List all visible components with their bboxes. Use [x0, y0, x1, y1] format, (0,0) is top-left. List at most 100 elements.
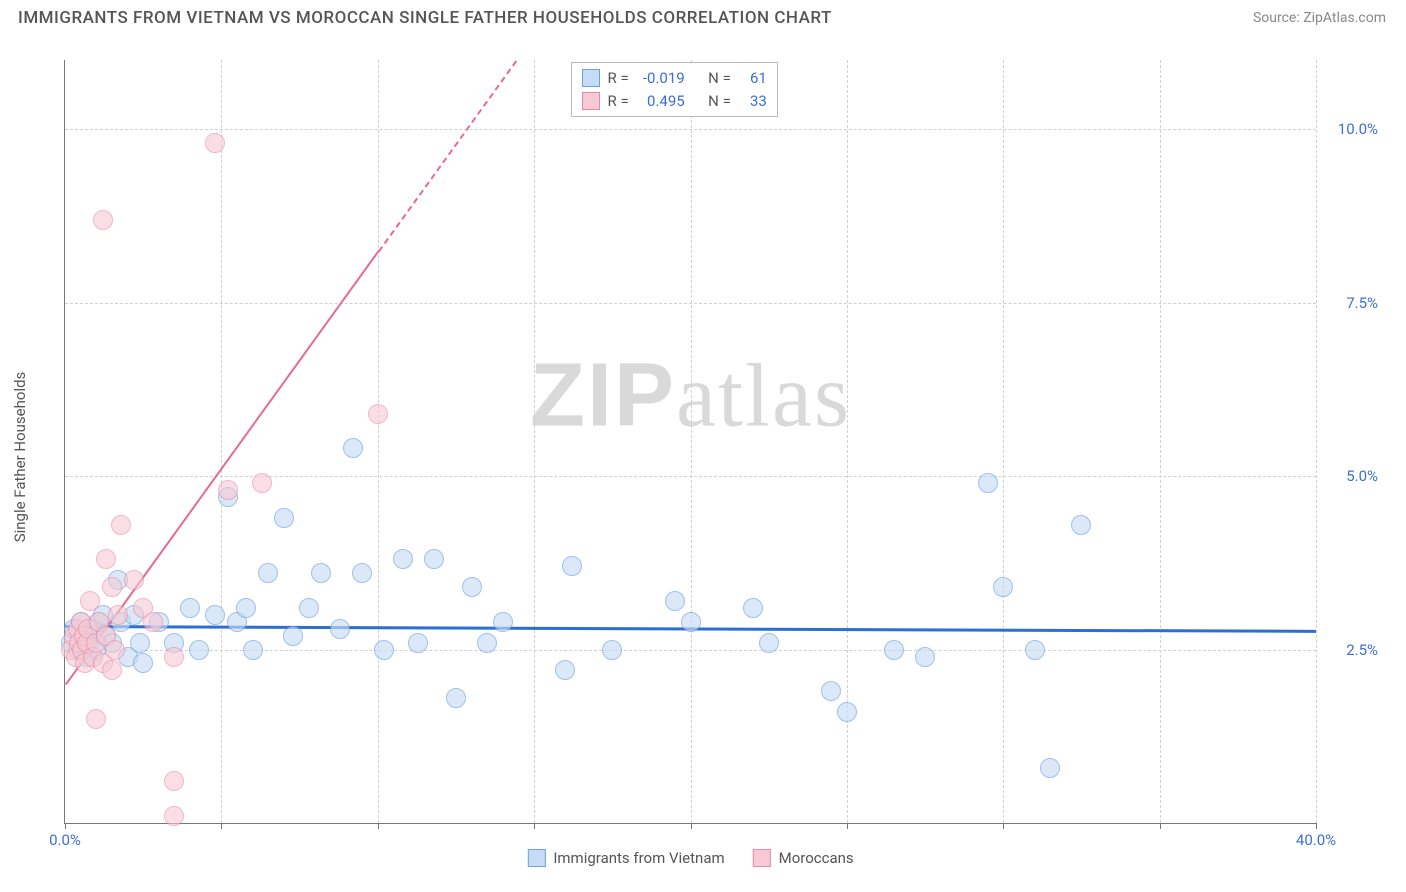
data-point: [555, 660, 575, 680]
data-point: [124, 570, 144, 590]
data-point: [743, 598, 763, 618]
data-point: [243, 640, 263, 660]
data-point: [681, 612, 701, 632]
data-point: [393, 549, 413, 569]
stat-n-value: 33: [739, 90, 767, 113]
data-point: [86, 709, 106, 729]
chart-container: Single Father Households ZIPatlas 2.5%5.…: [18, 40, 1388, 874]
data-point: [180, 598, 200, 618]
data-point: [993, 577, 1013, 597]
grid-line-v: [691, 60, 692, 823]
data-point: [143, 612, 163, 632]
data-point: [108, 605, 128, 625]
grid-line-v: [534, 60, 535, 823]
data-point: [102, 660, 122, 680]
stats-row: R = -0.019 N = 61: [582, 67, 767, 90]
data-point: [562, 556, 582, 576]
data-point: [102, 577, 122, 597]
data-point: [1071, 515, 1091, 535]
source-label: Source: ZipAtlas.com: [1253, 10, 1386, 26]
x-tick-mark: [65, 823, 66, 829]
x-tick-mark: [534, 823, 535, 829]
data-point: [105, 640, 125, 660]
data-point: [837, 702, 857, 722]
plot-area: ZIPatlas 2.5%5.0%7.5%10.0%0.0%40.0%R =-0…: [64, 60, 1316, 824]
data-point: [164, 806, 184, 826]
title-bar: IMMIGRANTS FROM VIETNAM VS MOROCCAN SING…: [0, 0, 1406, 32]
x-tick-label: 0.0%: [49, 831, 81, 849]
stat-r-label: R =: [608, 90, 629, 113]
legend-label: Moroccans: [779, 849, 854, 867]
stats-row: R =0.495 N =33: [582, 90, 767, 113]
data-point: [164, 771, 184, 791]
chart-title: IMMIGRANTS FROM VIETNAM VS MOROCCAN SING…: [18, 8, 832, 28]
legend-swatch: [527, 849, 545, 867]
legend-swatch: [582, 69, 600, 87]
data-point: [602, 640, 622, 660]
data-point: [205, 605, 225, 625]
data-point: [218, 480, 238, 500]
grid-line-v: [221, 60, 222, 823]
legend-swatch: [582, 92, 600, 110]
data-point: [759, 633, 779, 653]
data-point: [915, 647, 935, 667]
data-point: [236, 598, 256, 618]
x-tick-mark: [1160, 823, 1161, 829]
trend-line: [378, 60, 517, 252]
data-point: [462, 577, 482, 597]
data-point: [1025, 640, 1045, 660]
x-tick-mark: [847, 823, 848, 829]
data-point: [133, 653, 153, 673]
x-tick-mark: [1003, 823, 1004, 829]
legend-item: Immigrants from Vietnam: [527, 849, 724, 867]
stat-r-label: R =: [608, 67, 629, 90]
data-point: [274, 508, 294, 528]
data-point: [884, 640, 904, 660]
y-tick-label: 2.5%: [1322, 641, 1378, 659]
bottom-legend: Immigrants from Vietnam Moroccans: [527, 849, 853, 867]
legend-item: Moroccans: [753, 849, 854, 867]
data-point: [665, 591, 685, 611]
grid-line-v: [1160, 60, 1161, 823]
data-point: [330, 619, 350, 639]
y-axis-label: Single Father Households: [11, 372, 29, 543]
data-point: [205, 133, 225, 153]
x-tick-label: 40.0%: [1296, 831, 1336, 849]
stat-r-value: 0.495: [637, 90, 685, 113]
data-point: [424, 549, 444, 569]
grid-line-v: [1316, 60, 1317, 823]
data-point: [299, 598, 319, 618]
grid-line-v: [378, 60, 379, 823]
legend-swatch: [753, 849, 771, 867]
data-point: [311, 563, 331, 583]
y-tick-label: 5.0%: [1322, 467, 1378, 485]
data-point: [374, 640, 394, 660]
stats-legend: R = -0.019 N = 61R = 0.495 N = 33: [571, 62, 778, 117]
data-point: [368, 404, 388, 424]
data-point: [446, 688, 466, 708]
data-point: [352, 563, 372, 583]
data-point: [343, 438, 363, 458]
data-point: [408, 633, 428, 653]
x-tick-mark: [691, 823, 692, 829]
data-point: [978, 473, 998, 493]
data-point: [164, 647, 184, 667]
data-point: [80, 591, 100, 611]
stat-n-label: N =: [708, 67, 731, 90]
data-point: [1040, 758, 1060, 778]
data-point: [252, 473, 272, 493]
data-point: [258, 563, 278, 583]
stat-r-value: -0.019: [637, 67, 685, 90]
data-point: [96, 549, 116, 569]
legend-label: Immigrants from Vietnam: [553, 849, 724, 867]
data-point: [93, 210, 113, 230]
stat-n-value: 61: [739, 67, 767, 90]
data-point: [283, 626, 303, 646]
data-point: [493, 612, 513, 632]
grid-line-v: [1003, 60, 1004, 823]
x-tick-mark: [378, 823, 379, 829]
data-point: [111, 515, 131, 535]
y-tick-label: 10.0%: [1322, 120, 1378, 138]
data-point: [821, 681, 841, 701]
data-point: [477, 633, 497, 653]
